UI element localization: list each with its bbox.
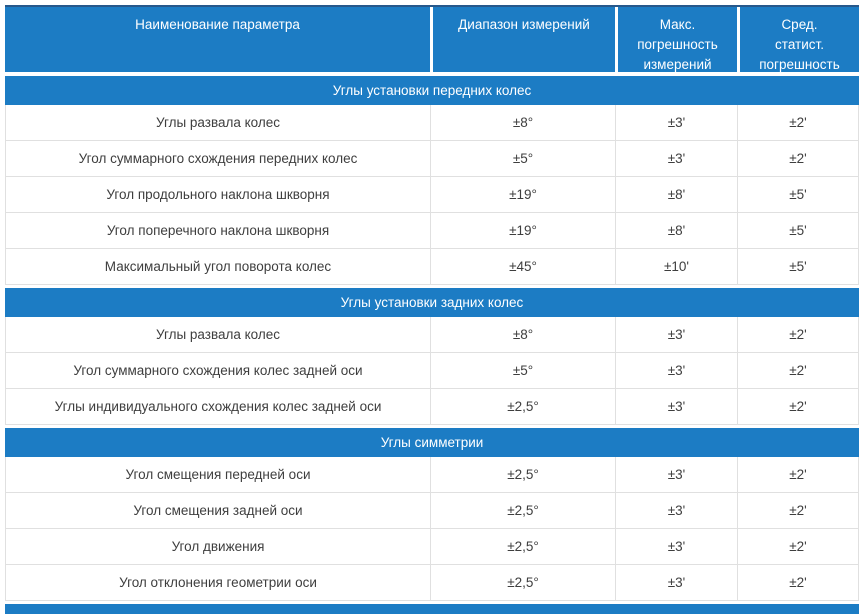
table-row: Углы индивидуального схождения колес зад… bbox=[5, 389, 859, 425]
parameter-name-cell: Углы развала колес bbox=[5, 105, 430, 141]
value-cell: ±8° bbox=[430, 317, 615, 353]
table-body: Углы установки передних колес Углы развал… bbox=[5, 72, 859, 601]
value-cell: ±3' bbox=[615, 141, 737, 177]
table-row: Угол поперечного наклона шкворня ±19° ±8' ±… bbox=[5, 213, 859, 249]
table-header-row: Наименование параметра Диапазон измерени… bbox=[5, 5, 859, 72]
value-cell: ±2,5° bbox=[430, 493, 615, 529]
value-cell: ±2' bbox=[737, 493, 859, 529]
value-cell: ±8° bbox=[430, 105, 615, 141]
value-cell: ±2,5° bbox=[430, 389, 615, 425]
table-row: Угол смещения передней оси ±2,5° ±3' ±2' bbox=[5, 457, 859, 493]
value-cell: ±3' bbox=[615, 389, 737, 425]
value-cell: ±3' bbox=[615, 493, 737, 529]
parameter-name-cell: Угол смещения задней оси bbox=[5, 493, 430, 529]
column-header-measurement-range: Диапазон измерений bbox=[430, 7, 615, 72]
value-cell: ±19° bbox=[430, 177, 615, 213]
section-header-row: Углы симметрии bbox=[5, 428, 859, 457]
column-header-statistical-error: Сред. статист. погрешность bbox=[737, 7, 859, 72]
value-cell: ±3' bbox=[615, 105, 737, 141]
table-row: Углы развала колес ±8° ±3' ±2' bbox=[5, 317, 859, 353]
parameter-name-cell: Угол смещения передней оси bbox=[5, 457, 430, 493]
value-cell: ±2,5° bbox=[430, 529, 615, 565]
parameter-name-cell: Угол суммарного схождения передних колес bbox=[5, 141, 430, 177]
value-cell: ±5' bbox=[737, 213, 859, 249]
section-header-row: Углы установки передних колес bbox=[5, 76, 859, 105]
value-cell: ±2' bbox=[737, 565, 859, 601]
value-cell: ±45° bbox=[430, 249, 615, 285]
value-cell: ±3' bbox=[615, 529, 737, 565]
parameter-name-cell: Максимальный угол поворота колес bbox=[5, 249, 430, 285]
value-cell: ±2' bbox=[737, 529, 859, 565]
parameter-name-cell: Углы развала колес bbox=[5, 317, 430, 353]
parameter-name-cell: Углы индивидуального схождения колес зад… bbox=[5, 389, 430, 425]
column-header-max-error: Макс. погрешность измерений bbox=[615, 7, 737, 72]
section-header-row: Углы установки задних колес bbox=[5, 288, 859, 317]
value-cell: ±8' bbox=[615, 177, 737, 213]
parameter-name-cell: Угол движения bbox=[5, 529, 430, 565]
value-cell: ±2' bbox=[737, 353, 859, 389]
value-cell: ±8' bbox=[615, 213, 737, 249]
value-cell: ±3' bbox=[615, 457, 737, 493]
value-cell: ±2' bbox=[737, 141, 859, 177]
table-row: Угол суммарного схождения передних колес… bbox=[5, 141, 859, 177]
value-cell: ±19° bbox=[430, 213, 615, 249]
value-cell: ±5° bbox=[430, 353, 615, 389]
table-row: Угол движения ±2,5° ±3' ±2' bbox=[5, 529, 859, 565]
section-title: Углы симметрии bbox=[380, 435, 484, 450]
parameter-name-cell: Угол отклонения геометрии оси bbox=[5, 565, 430, 601]
table-row: Углы развала колес ±8° ±3' ±2' bbox=[5, 105, 859, 141]
value-cell: ±3' bbox=[615, 317, 737, 353]
table-row: Угол суммарного схождения колес задней о… bbox=[5, 353, 859, 389]
truncated-section-band bbox=[5, 604, 859, 614]
value-cell: ±2,5° bbox=[430, 565, 615, 601]
value-cell: ±3' bbox=[615, 565, 737, 601]
value-cell: ±2' bbox=[737, 317, 859, 353]
column-header-parameter-name: Наименование параметра bbox=[5, 7, 430, 72]
table-row: Максимальный угол поворота колес ±45° ±10'… bbox=[5, 249, 859, 285]
section-title: Углы установки задних колес bbox=[340, 295, 524, 310]
parameter-name-cell: Угол поперечного наклона шкворня bbox=[5, 213, 430, 249]
table-row: Угол продольного наклона шкворня ±19° ±8' ±… bbox=[5, 177, 859, 213]
parameter-name-cell: Угол суммарного схождения колес задней о… bbox=[5, 353, 430, 389]
value-cell: ±2' bbox=[737, 457, 859, 493]
value-cell: ±10' bbox=[615, 249, 737, 285]
value-cell: ±5° bbox=[430, 141, 615, 177]
parameters-table: Наименование параметра Диапазон измерени… bbox=[5, 5, 859, 614]
table-row: Угол смещения задней оси ±2,5° ±3' ±2' bbox=[5, 493, 859, 529]
value-cell: ±2' bbox=[737, 105, 859, 141]
value-cell: ±5' bbox=[737, 177, 859, 213]
section-title: Углы установки передних колес bbox=[332, 83, 532, 98]
table-row: Угол отклонения геометрии оси ±2,5° ±3' ±2' bbox=[5, 565, 859, 601]
value-cell: ±2,5° bbox=[430, 457, 615, 493]
value-cell: ±2' bbox=[737, 389, 859, 425]
value-cell: ±3' bbox=[615, 353, 737, 389]
parameter-name-cell: Угол продольного наклона шкворня bbox=[5, 177, 430, 213]
value-cell: ±5' bbox=[737, 249, 859, 285]
